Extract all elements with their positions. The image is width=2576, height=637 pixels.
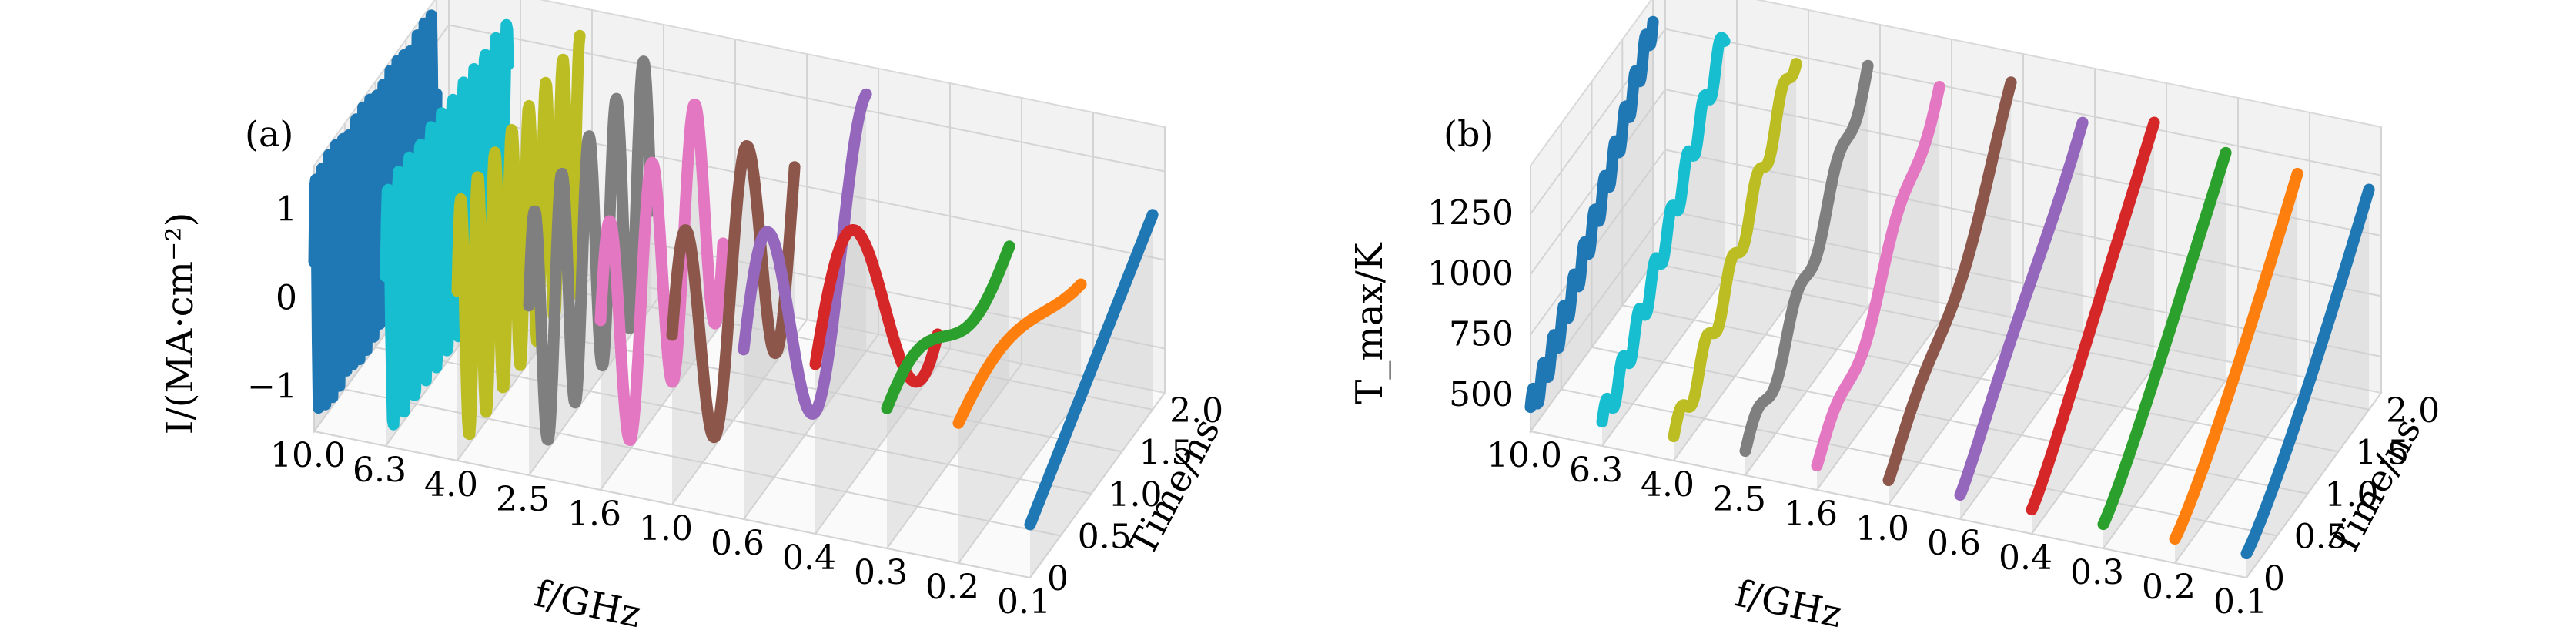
- series-line: [451, 29, 586, 441]
- panel-b-chart: 10.0 6.3 4.0 2.5 1.6 1.0 0.6 0.4 0.3 0.2 0.100.51.…: [1348, 0, 2440, 636]
- x-tick-label: 0.3: [854, 553, 908, 592]
- series-line: [1739, 59, 1874, 458]
- x-tick-label: 10.0: [1487, 436, 1562, 475]
- x-tick-label: 6.3: [353, 451, 406, 490]
- panel-b-label: (b): [1444, 113, 1494, 155]
- y-tick-label: 0: [1047, 559, 1069, 598]
- x-tick-label: 6.3: [1569, 451, 1623, 490]
- z-tick-label: 0: [276, 279, 297, 318]
- x-tick-label: 1.0: [639, 509, 693, 548]
- series-shadow: [1602, 38, 1725, 447]
- series-shadow: [958, 284, 1082, 563]
- x-tick-label: 0.6: [711, 524, 764, 563]
- series-line: [666, 140, 801, 444]
- series-shadow: [815, 230, 938, 534]
- series-shadow: [744, 94, 867, 520]
- x-gridline: [671, 54, 808, 505]
- x-tick-label: 1.6: [1784, 495, 1838, 534]
- panel-a-label: (a): [245, 113, 293, 155]
- x-tick-label: 0.3: [2070, 553, 2124, 592]
- y-tick-label: 1.0: [2325, 475, 2379, 515]
- y-gridline: [1530, 166, 2247, 578]
- z-tick-label: 1000: [1427, 254, 1514, 293]
- x-tick-label: 1.0: [1855, 509, 1909, 548]
- x-tick-label: 0.2: [925, 568, 979, 607]
- x-tick-label: 0.1: [997, 582, 1051, 622]
- series-line: [308, 9, 443, 414]
- x-tick-label: 1.6: [567, 495, 621, 534]
- z-tick-label: 1: [276, 190, 297, 230]
- y-tick-label: 1.0: [1109, 475, 1163, 515]
- series-line: [952, 278, 1087, 429]
- series-line: [881, 240, 1015, 414]
- series-line: [1596, 32, 1731, 428]
- x-gridline: [2246, 127, 2382, 578]
- panel-a-xlabel: f/GHz: [530, 572, 644, 636]
- series-shadow: [457, 35, 580, 461]
- panel-b-xlabel: f/GHz: [1731, 572, 1845, 636]
- series-line: [1668, 58, 1802, 443]
- z-gridline: [1530, 88, 2382, 275]
- series-line: [1024, 209, 1159, 531]
- x-tick-label: 0.4: [1999, 538, 2052, 578]
- y-tick-label: 2.0: [1169, 391, 1223, 431]
- x-tick-label: 4.0: [424, 465, 478, 505]
- y-gridline: [1591, 81, 2308, 495]
- z-tick-label: 1250: [1427, 194, 1514, 233]
- series-line: [809, 224, 944, 388]
- y-tick-label: 1.5: [1139, 433, 1193, 472]
- x-tick-label: 2.5: [496, 480, 550, 519]
- y-tick-label: 0.5: [2294, 518, 2348, 557]
- z-tick-label: 750: [1449, 315, 1514, 354]
- x-tick-label: 2.5: [1712, 480, 1766, 519]
- series-line: [1811, 81, 1945, 472]
- series-line: [1524, 15, 1659, 414]
- series-line: [523, 55, 657, 446]
- y-tick-label: 0.5: [1078, 518, 1132, 557]
- series-line: [594, 98, 729, 446]
- x-tick-label: 10.0: [270, 436, 346, 475]
- panel-a-zlabel: I/(MA·cm⁻²): [159, 213, 202, 435]
- z-tick-label: 500: [1449, 375, 1514, 414]
- series-line: [2240, 183, 2375, 560]
- x-tick-label: 0.6: [1927, 524, 1981, 563]
- x-tick-label: 0.2: [2142, 568, 2196, 607]
- panel-b-zlabel: T_max/K: [1348, 242, 1391, 404]
- series-line: [1954, 116, 2089, 501]
- z-gridline: [1530, 28, 2382, 215]
- x-gridline: [886, 98, 1022, 549]
- x-tick-label: 0.1: [2213, 582, 2267, 622]
- series-line: [1882, 76, 2017, 487]
- x-tick-label: 4.0: [1641, 465, 1694, 505]
- z-tick-label: −1: [247, 367, 297, 407]
- x-gridline: [815, 83, 951, 535]
- series-line: [2026, 116, 2160, 516]
- y-tick-label: 0: [2263, 559, 2285, 598]
- y-tick-label: 2.0: [2386, 391, 2440, 431]
- x-tick-label: 0.4: [782, 538, 836, 578]
- x-gridline: [1029, 127, 1166, 578]
- series-line: [2097, 146, 2232, 531]
- panel-a-chart: 10.0 6.3 4.0 2.5 1.6 1.0 0.6 0.4 0.3 0.2 0.100.51.…: [159, 0, 1229, 636]
- x-gridline: [743, 69, 879, 520]
- series-line: [738, 88, 872, 420]
- series-line: [2169, 167, 2303, 545]
- y-tick-label: 1.5: [2355, 433, 2409, 472]
